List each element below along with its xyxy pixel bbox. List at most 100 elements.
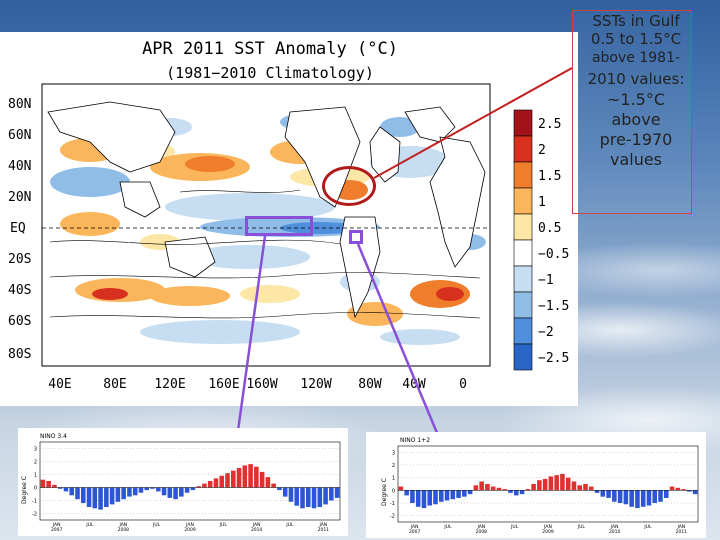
y-tick-label: -1	[390, 501, 395, 507]
data-bar	[485, 484, 490, 491]
data-bar	[167, 487, 173, 498]
data-bar	[554, 475, 559, 491]
legend-swatch	[513, 317, 533, 345]
data-bar	[496, 487, 502, 491]
nino12-title: NINO 1+2	[400, 437, 430, 444]
lon-label: 160W	[246, 377, 277, 392]
x-tick-label: JAN 2008	[118, 522, 130, 533]
data-bar	[329, 487, 334, 501]
data-bar	[531, 484, 536, 491]
y-tick-label: 3	[392, 450, 395, 456]
lat-label: 40N	[8, 159, 31, 174]
legend-label: 2	[538, 143, 546, 158]
data-bar	[161, 487, 167, 496]
data-bar	[513, 490, 519, 496]
lon-label: 80W	[358, 377, 382, 392]
data-bar	[600, 490, 606, 497]
data-bar	[213, 478, 219, 488]
data-bar	[450, 490, 456, 500]
data-bar	[294, 487, 300, 506]
data-bar	[236, 468, 242, 488]
data-bar	[456, 490, 461, 498]
lon-label: 160E	[208, 377, 239, 392]
data-bar	[663, 490, 669, 498]
data-bar	[132, 487, 138, 496]
x-tick-label: JAN 2010	[609, 524, 621, 535]
data-bar	[254, 466, 259, 488]
data-bar	[144, 487, 150, 491]
y-tick-label: 1	[392, 476, 395, 482]
data-bar	[438, 490, 444, 502]
data-bar	[537, 480, 542, 491]
data-bar	[52, 484, 57, 488]
data-bar	[415, 490, 421, 507]
data-bar	[248, 464, 253, 488]
data-bar	[658, 490, 663, 502]
nino34-region-box	[245, 216, 313, 236]
x-tick-label: JAN 2010	[251, 522, 263, 533]
y-tick-label: 0	[34, 486, 37, 492]
data-bar	[479, 481, 484, 491]
color-legend: 2.5 2 1.5 1 0.5 −0.5 −1 −1.5 −2 −2.5	[513, 109, 569, 371]
data-bar	[150, 487, 155, 489]
data-bar	[282, 487, 288, 497]
data-bar	[617, 490, 623, 503]
annotation-text: SSTs in Gulf 0.5 to 1.5°C above 1981- 20…	[580, 12, 692, 170]
data-bar	[473, 485, 479, 491]
data-bar	[433, 490, 438, 505]
data-bar	[230, 470, 236, 488]
annotation-line: ~1.5°C above	[606, 90, 666, 129]
x-tick-label: JUL	[152, 522, 161, 528]
data-bar	[681, 489, 686, 491]
x-tick-label: JAN 2008	[476, 524, 488, 535]
data-bar	[311, 487, 317, 509]
data-bar	[519, 490, 525, 495]
data-bar	[588, 486, 594, 491]
data-bar	[571, 481, 577, 491]
legend-swatch	[513, 291, 533, 319]
data-bar	[508, 490, 513, 493]
data-bar	[629, 490, 634, 507]
x-tick-label: JUL	[443, 524, 452, 530]
map-title: APR 2011 SST Anomaly (°C)	[142, 39, 398, 59]
x-tick-label: JUL	[643, 524, 652, 530]
longitude-labels: 40E 80E 120E 160E 160W 120W 80W 40W 0	[48, 377, 467, 392]
plot-frame	[39, 441, 341, 521]
lat-label: EQ	[10, 221, 26, 236]
x-tick-label: JUL	[510, 524, 519, 530]
nino12-ylabel: Degree C	[381, 478, 388, 506]
data-bar	[225, 473, 230, 488]
y-tick-label: -1	[32, 499, 37, 505]
data-bar	[444, 490, 450, 501]
x-tick-label: JAN 2011	[318, 522, 330, 533]
legend-swatch	[513, 239, 533, 267]
data-bar	[525, 489, 531, 491]
data-bar	[300, 487, 305, 509]
data-bar	[271, 483, 276, 488]
annotation-line: SSTs in Gulf	[592, 12, 680, 30]
legend-label: 1.5	[538, 169, 561, 184]
data-bar	[109, 487, 115, 505]
lon-label: 120E	[154, 377, 185, 392]
data-bar	[542, 478, 548, 491]
y-tick-label: -2	[390, 514, 395, 520]
legend-swatch	[513, 265, 533, 293]
annotation-line: above 1981-	[591, 50, 681, 66]
data-bar	[305, 487, 311, 507]
data-bar	[323, 487, 328, 505]
data-bar	[40, 479, 46, 488]
data-bar	[652, 490, 658, 503]
lon-label: 40E	[48, 377, 71, 392]
y-tick-label: 1	[34, 473, 37, 479]
data-bar	[75, 487, 80, 500]
data-bar	[80, 487, 86, 504]
lat-label: 20S	[8, 252, 31, 267]
data-bar	[398, 486, 404, 491]
legend-swatch	[513, 343, 533, 371]
data-bar	[190, 487, 196, 491]
data-bar	[92, 487, 98, 509]
data-bar	[259, 471, 265, 488]
data-bar	[98, 487, 103, 510]
x-tick-label: JUL	[85, 522, 94, 528]
lat-label: 80S	[8, 347, 31, 362]
